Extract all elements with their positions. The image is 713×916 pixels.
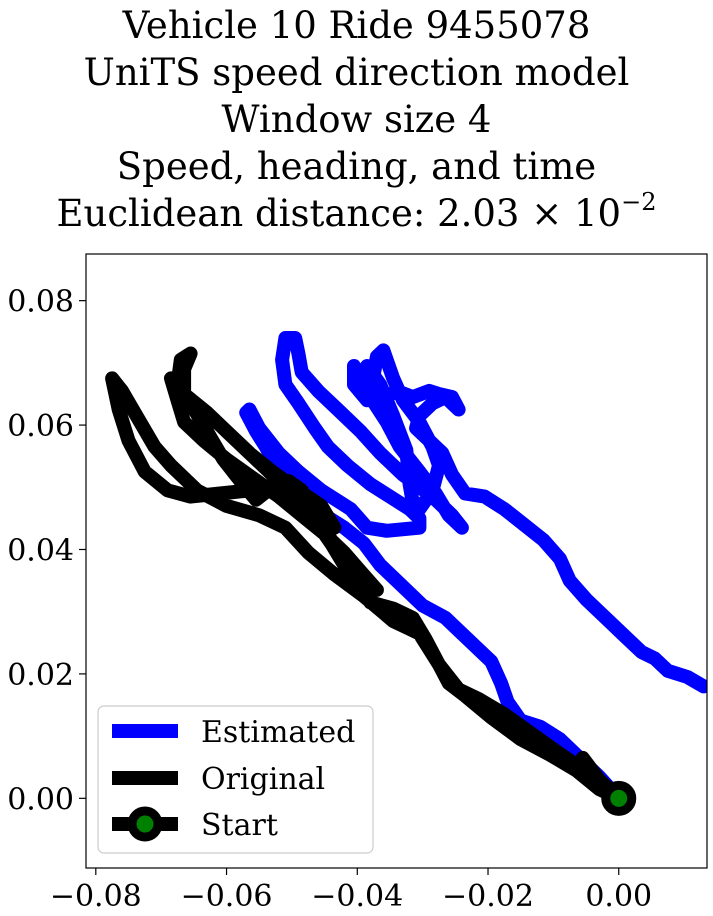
y-tick-label: 0.04	[7, 533, 74, 568]
title-distance-mantissa: 2.03	[437, 192, 520, 235]
axes-frame	[85, 253, 708, 869]
x-tick-label: −0.02	[442, 879, 534, 914]
x-tick-label: 0.00	[585, 879, 652, 914]
y-axis: 0.00 0.02 0.04 0.06 0.08	[7, 285, 86, 817]
x-axis: −0.08 −0.06 −0.04 −0.02 0.00	[50, 868, 652, 914]
x-tick-label: −0.06	[181, 879, 273, 914]
title-distance-times: ×	[531, 192, 563, 235]
legend: Estimated Original Start	[97, 705, 374, 854]
title-line-2: UniTS speed direction model	[83, 51, 630, 94]
legend-label-original: Original	[201, 762, 325, 797]
title-distance-base: 10	[574, 192, 622, 235]
title-line-5: Euclidean distance: 2.03 × 10−2	[0, 190, 713, 237]
y-tick-label: 0.02	[7, 658, 74, 693]
plot-area	[105, 331, 707, 816]
legend-start-marker	[127, 806, 163, 842]
title-line-4: Speed, heading, and time	[116, 145, 597, 188]
title-distance-exponent: −2	[621, 187, 657, 216]
y-tick-label: 0.06	[7, 409, 74, 444]
y-tick-label: 0.08	[7, 285, 74, 320]
y-tick-label: 0.00	[7, 782, 74, 817]
title-distance-prefix: Euclidean distance:	[56, 192, 438, 235]
legend-label-start: Start	[201, 808, 278, 843]
title-line-3: Window size 4	[221, 98, 492, 141]
title-line-1: Vehicle 10 Ride 9455078	[122, 4, 591, 47]
series-line-original	[105, 346, 626, 806]
legend-box	[97, 705, 374, 854]
x-tick-label: −0.04	[311, 879, 403, 914]
legend-label-estimated: Estimated	[201, 715, 355, 750]
x-tick-label: −0.08	[50, 879, 142, 914]
chart-title: Vehicle 10 Ride 9455078 UniTS speed dire…	[0, 0, 713, 237]
start-marker	[601, 780, 637, 816]
